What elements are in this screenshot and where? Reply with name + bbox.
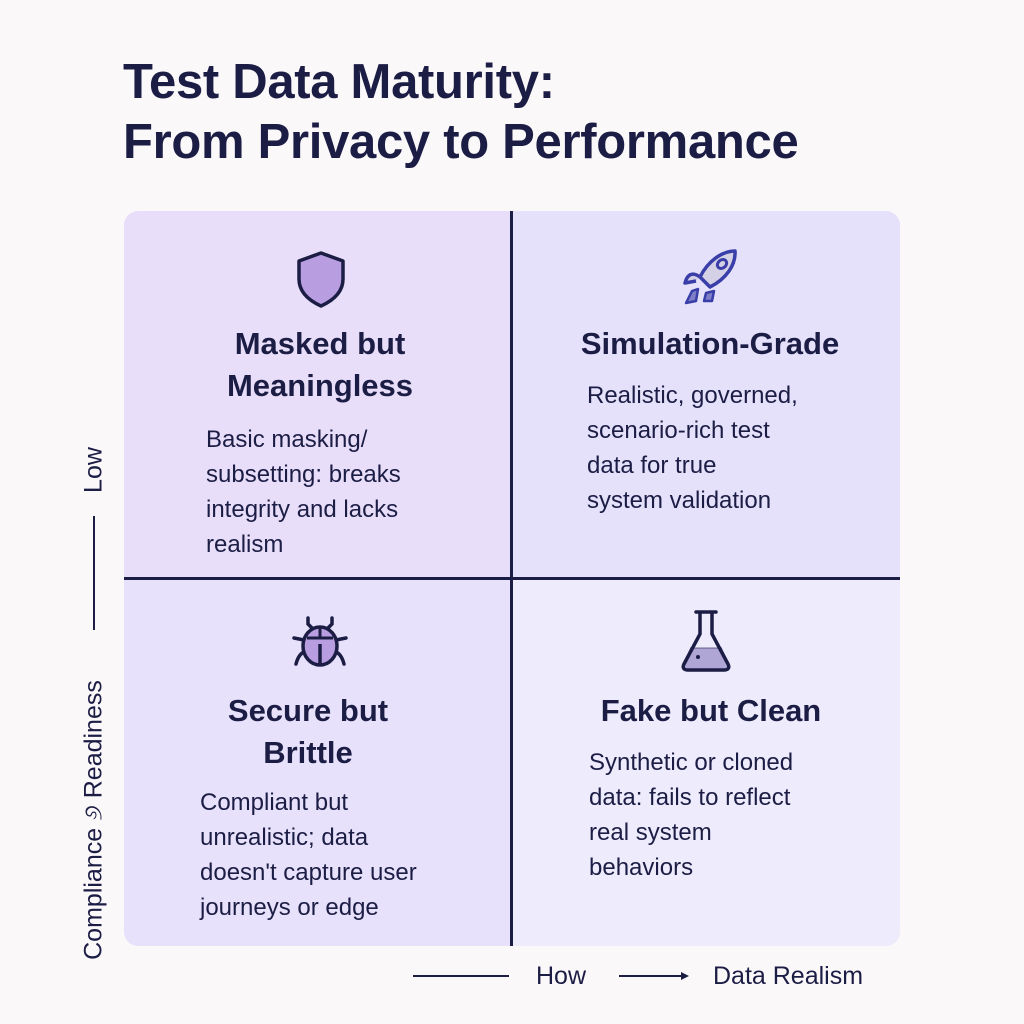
quadrant-title-line: Meaningless — [226, 368, 414, 403]
description-line: Basic masking/ — [206, 426, 368, 453]
title-line-1: Test Data Maturity: — [123, 55, 555, 109]
quadrant-title-line: Masked but — [234, 326, 406, 361]
quadrant-title-line: Fake but Clean — [600, 693, 822, 728]
description-line: behaviors — [589, 854, 694, 881]
quadrant-title: Fake but Clean — [512, 690, 900, 732]
page-title: Test Data Maturity: From Privacy to Perf… — [123, 52, 799, 172]
bug-icon — [292, 616, 348, 667]
description-line: system validation — [587, 487, 772, 514]
title-line-2: From Privacy to Performance — [123, 115, 799, 169]
y-axis-label-text: Compliance ୬ Readiness — [79, 680, 108, 960]
x-axis-line — [413, 975, 509, 977]
quadrant-title-line: Brittle — [263, 735, 353, 770]
maturity-quadrant-grid: Masked but Meaningless Basic masking/ su… — [124, 211, 900, 946]
description-line: unrealistic; data — [200, 824, 369, 851]
quadrant-description: Realistic, governed, scenario-rich test … — [587, 378, 798, 518]
description-line: doesn't capture user — [200, 859, 417, 886]
description-line: Realistic, governed, — [587, 382, 798, 409]
quadrant-secure-but-brittle: Secure but Brittle Compliant but unreali… — [124, 578, 512, 946]
quadrant-description: Compliant but unrealistic; data doesn't … — [200, 785, 417, 925]
quadrant-title-line: Secure but — [227, 693, 389, 728]
shield-icon — [297, 251, 345, 308]
quadrant-description: Synthetic or cloned data: fails to refle… — [589, 745, 793, 885]
y-axis-label: Compliance ୬ Readiness — [80, 655, 108, 985]
description-line: realism — [206, 531, 284, 558]
flask-icon — [681, 610, 731, 672]
quadrant-description: Basic masking/ subsetting: breaks integr… — [206, 422, 401, 562]
description-line: integrity and lacks — [206, 496, 399, 523]
y-axis-low-label: Low — [80, 440, 108, 500]
description-line: scenario-rich test — [587, 417, 770, 444]
quadrant-title-line: Simulation-Grade — [580, 326, 840, 361]
quadrant-title: Masked but Meaningless — [124, 323, 516, 407]
x-axis-how-label: How — [536, 962, 587, 990]
quadrant-title: Secure but Brittle — [124, 690, 492, 774]
rocket-icon — [683, 249, 737, 305]
description-line: data for true — [587, 452, 717, 479]
quadrant-fake-but-clean: Fake but Clean Synthetic or cloned data:… — [512, 578, 900, 946]
arrow-right-icon — [619, 972, 689, 980]
description-line: Synthetic or cloned — [589, 749, 794, 776]
description-line: data: fails to reflect — [589, 784, 791, 811]
y-axis-line — [93, 516, 95, 630]
y-axis-low-text: Low — [79, 447, 108, 493]
horizontal-divider — [124, 577, 900, 580]
quadrant-masked-but-meaningless: Masked but Meaningless Basic masking/ su… — [124, 211, 512, 578]
description-line: Compliant but — [200, 789, 349, 816]
x-axis-label: Data Realism — [713, 962, 864, 990]
description-line: real system — [589, 819, 712, 846]
description-line: journeys or edge — [200, 894, 379, 921]
description-line: subsetting: breaks — [206, 461, 401, 488]
quadrant-simulation-grade: Simulation-Grade Realistic, governed, sc… — [512, 211, 900, 578]
quadrant-title: Simulation-Grade — [512, 323, 900, 365]
